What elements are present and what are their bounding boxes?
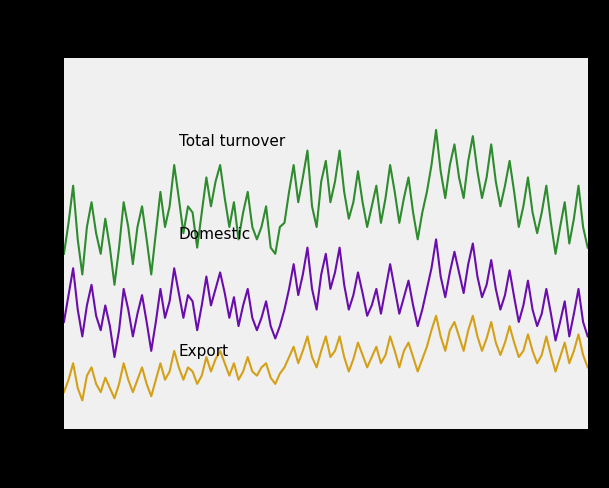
Text: Export: Export: [179, 344, 229, 359]
Text: Total turnover: Total turnover: [179, 134, 285, 148]
Text: Domestic: Domestic: [179, 226, 251, 241]
